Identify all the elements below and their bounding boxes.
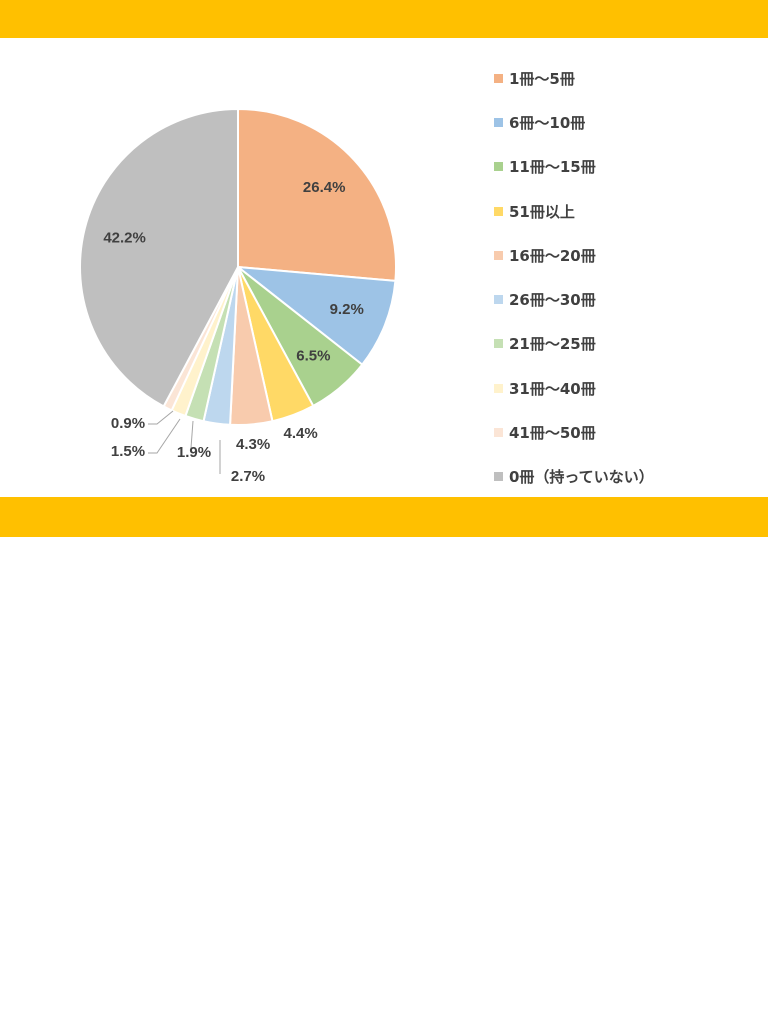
chart-legend: 1冊〜5冊 6冊〜10冊 11冊〜15冊 51冊以上 16冊〜20冊 26冊〜3…	[494, 56, 754, 499]
data-label: 6.5%	[296, 347, 330, 364]
legend-swatch	[494, 472, 503, 482]
logo-suffix: CO.,LTD.	[709, 1005, 743, 1014]
data-label: 42.2%	[103, 230, 146, 247]
data-label: 4.4%	[283, 425, 317, 442]
legend-swatch	[494, 162, 503, 172]
bottom-banner: NAVIT CO.,LTD. www.navit-j.com	[0, 497, 768, 1030]
data-label: 9.2%	[330, 301, 364, 318]
legend-item: 21冊〜25冊	[494, 322, 754, 366]
data-label: 26.4%	[303, 179, 346, 196]
legend-label: 1冊〜5冊	[509, 69, 575, 88]
legend-swatch	[494, 339, 503, 349]
data-label: 1.5%	[111, 443, 145, 460]
legend-item: 6冊〜10冊	[494, 100, 754, 144]
pie-slice	[237, 107, 397, 282]
legend-label: 16冊〜20冊	[509, 246, 596, 265]
legend-swatch	[494, 295, 503, 305]
legend-label: 41冊〜50冊	[509, 424, 596, 443]
logo-url: www.navit-j.com	[658, 1019, 727, 1030]
legend-item: 31冊〜40冊	[494, 366, 754, 410]
legend-item: 26冊〜30冊	[494, 277, 754, 321]
data-label: 2.7%	[231, 468, 265, 485]
legend-label: 6冊〜10冊	[509, 113, 586, 132]
legend-label: 0冊（持っていない）	[509, 468, 654, 487]
legend-swatch	[494, 383, 503, 393]
pie-slice	[79, 107, 239, 408]
leader-line	[148, 418, 181, 454]
data-label: 1.9%	[177, 444, 211, 461]
pie-slices	[79, 107, 397, 426]
legend-item: 51冊以上	[494, 189, 754, 233]
legend-label: 11冊〜15冊	[509, 158, 596, 177]
leader-line	[148, 410, 174, 425]
legend-label: 21冊〜25冊	[509, 335, 596, 354]
pie-slice	[234, 265, 397, 367]
pie-chart: 26.4% 9.2% 6.5% 4.4% 4.3% 2.7% 1.9% 1.5% 0.9% 42.…	[79, 107, 397, 485]
legend-swatch	[494, 250, 503, 260]
legend-item: 0冊（持っていない）	[494, 455, 754, 499]
legend-item: 1冊〜5冊	[494, 56, 754, 100]
legend-item: 41冊〜50冊	[494, 410, 754, 454]
logo-name: NAVIT	[634, 996, 705, 1019]
legend-label: 51冊以上	[509, 202, 575, 221]
legend-swatch	[494, 428, 503, 438]
legend-swatch	[494, 206, 503, 216]
leader-line	[190, 420, 194, 449]
top-banner	[0, 0, 768, 38]
legend-item: 16冊〜20冊	[494, 233, 754, 277]
legend-label: 31冊〜40冊	[509, 379, 596, 398]
legend-item: 11冊〜15冊	[494, 145, 754, 189]
legend-swatch	[494, 117, 503, 127]
legend-label: 26冊〜30冊	[509, 291, 596, 310]
company-logo: NAVIT CO.,LTD. www.navit-j.com	[634, 996, 762, 1031]
leader-lines	[148, 410, 221, 474]
data-label: 4.3%	[236, 436, 270, 453]
data-label: 0.9%	[111, 415, 145, 432]
data-labels: 26.4% 9.2% 6.5% 4.4% 4.3% 2.7% 1.9% 1.5% 0.9% 42.…	[103, 179, 363, 485]
legend-swatch	[494, 73, 503, 83]
